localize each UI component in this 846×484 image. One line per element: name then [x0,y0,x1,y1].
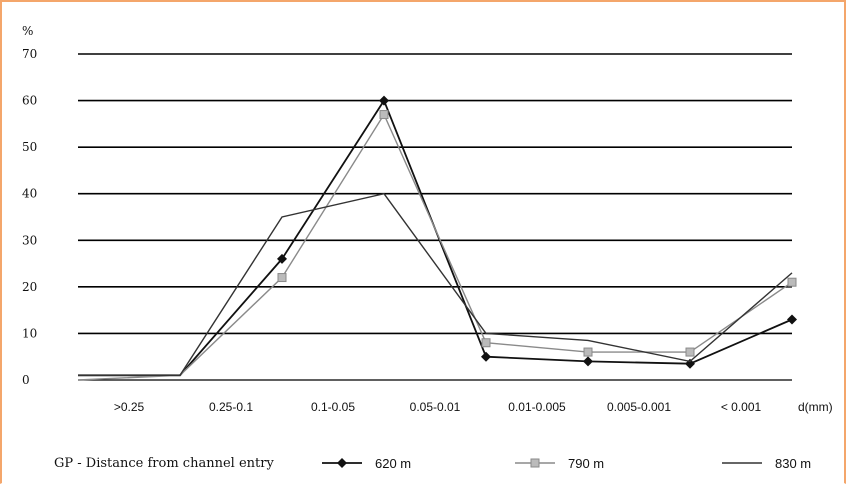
series-lines [77,95,797,381]
series-0-point-7 [787,314,797,325]
x-axis-ticks: >0.25 0.25-0.1 0.1-0.05 0.05-0.01 0.01-0.005… [114,400,762,414]
series-1-point-4 [481,338,491,348]
x-tick-label-5: 0.005-0.001 [607,400,671,414]
legend-label-2: 830 m [775,456,811,471]
y-axis-label: % [22,24,33,38]
series-line-2 [78,192,793,376]
y-axis-ticks: 0 10 20 30 40 50 60 70 [22,47,37,387]
series-0-point-4 [481,351,491,362]
y-tick-label-0: 0 [22,373,30,387]
x-axis-label: d(mm) [798,400,833,414]
x-tick-label-4: 0.01-0.005 [508,400,566,414]
series-0-point-3 [379,95,389,106]
y-tick-label-70: 70 [22,47,37,61]
y-tick-label-10: 10 [22,326,37,340]
legend-label-1: 790 m [568,456,604,471]
y-tick-label-60: 60 [22,94,37,108]
series-1-point-5 [583,347,593,357]
series-line-1 [77,113,793,381]
y-tick-label-30: 30 [22,233,37,247]
x-tick-label-0: >0.25 [114,400,145,414]
y-tick-label-40: 40 [22,187,37,201]
legend-title: GP - Distance from channel entry [54,456,274,471]
x-tick-label-3: 0.05-0.01 [410,400,461,414]
legend-label-0: 620 m [375,456,411,471]
series-1-point-3 [379,110,389,120]
legend: GP - Distance from channel entry 620 m 79… [54,456,811,471]
gridlines [78,53,792,381]
series-0-point-5 [583,356,593,367]
series-1-point-7 [787,277,797,287]
x-tick-label-6: < 0.001 [721,400,762,414]
series-0-point-2 [277,253,287,264]
legend-marker-0 [337,458,347,468]
x-tick-label-2: 0.1-0.05 [311,400,355,414]
series-1-point-2 [277,273,287,283]
series-1-point-6 [685,347,695,357]
y-tick-label-50: 50 [22,140,37,154]
x-tick-label-1: 0.25-0.1 [209,400,253,414]
legend-marker-1 [530,458,540,468]
y-tick-label-20: 20 [22,280,37,294]
